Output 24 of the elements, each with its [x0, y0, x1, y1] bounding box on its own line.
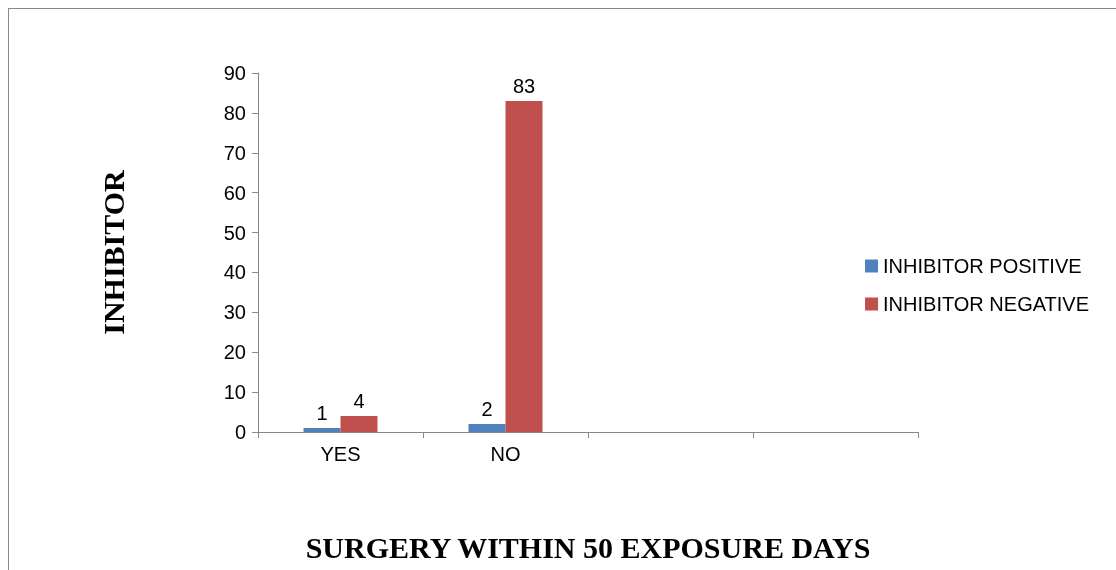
y-tick-label: 50	[223, 221, 246, 244]
x-tick-label: NO	[490, 443, 521, 465]
data-label: 1	[316, 402, 328, 425]
x-axis-title: SURGERY WITHIN 50 EXPOSURE DAYS	[305, 530, 871, 564]
bar	[340, 416, 378, 432]
bar	[505, 100, 543, 432]
legend-label: INHIBITOR NEGATIVE	[883, 293, 1090, 315]
y-tick-label: 80	[223, 101, 246, 124]
data-label: 83	[512, 74, 536, 97]
bar	[468, 424, 506, 432]
data-label: 4	[353, 390, 365, 413]
y-tick-label: 0	[234, 421, 246, 443]
bar	[303, 428, 341, 432]
y-tick-label: 20	[223, 341, 246, 364]
y-tick-label: 30	[223, 301, 246, 324]
y-tick-label: 70	[223, 141, 246, 164]
data-label: 2	[481, 398, 493, 421]
x-tick-label: YES	[320, 443, 361, 465]
y-tick-label: 10	[223, 381, 246, 404]
y-tick-label: 40	[223, 261, 246, 284]
legend-label: INHIBITOR POSITIVE	[883, 255, 1082, 277]
y-axis-title: INHIBITOR	[96, 169, 130, 335]
y-tick-label: 60	[223, 181, 246, 204]
y-tick-label: 90	[223, 62, 246, 84]
